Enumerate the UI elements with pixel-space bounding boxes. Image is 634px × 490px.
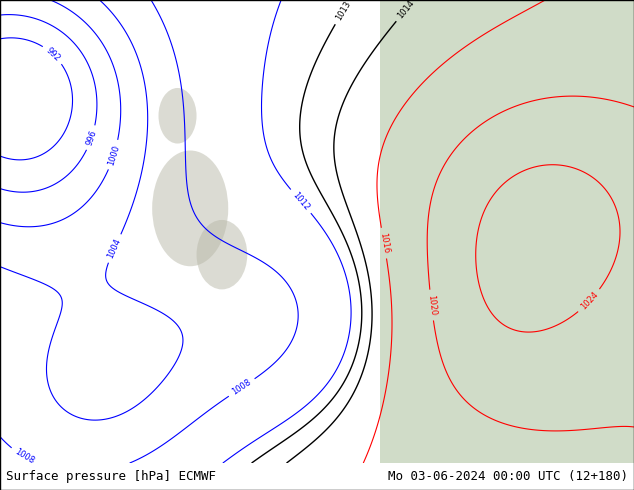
Ellipse shape <box>197 220 247 290</box>
Text: 1024: 1024 <box>579 290 600 312</box>
Text: 1000: 1000 <box>107 144 121 166</box>
Text: 996: 996 <box>85 129 98 147</box>
Text: 1008: 1008 <box>13 447 36 466</box>
Text: Surface pressure [hPa] ECMWF: Surface pressure [hPa] ECMWF <box>6 470 216 483</box>
Ellipse shape <box>158 88 197 144</box>
Text: 1014: 1014 <box>396 0 417 20</box>
FancyBboxPatch shape <box>380 0 634 463</box>
Ellipse shape <box>152 150 228 266</box>
Text: 1008: 1008 <box>230 378 253 397</box>
Text: 1004: 1004 <box>106 237 123 260</box>
Text: 1016: 1016 <box>378 232 390 254</box>
Text: 1012: 1012 <box>290 191 311 212</box>
Text: 992: 992 <box>44 46 62 63</box>
Text: 1013: 1013 <box>334 0 353 22</box>
Text: 1020: 1020 <box>426 294 437 316</box>
Text: Mo 03-06-2024 00:00 UTC (12+180): Mo 03-06-2024 00:00 UTC (12+180) <box>387 470 628 483</box>
